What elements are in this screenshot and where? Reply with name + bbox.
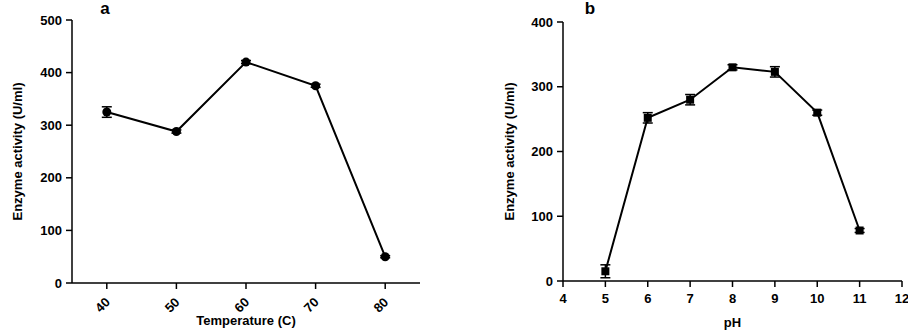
y-tick [66,72,72,74]
x-tick [901,281,903,287]
x-tick [562,281,564,287]
marker [686,96,694,104]
y-tick [66,124,72,126]
panel-title: a [100,0,110,18]
error-bar [643,113,653,123]
y-tick [66,177,72,179]
marker [381,252,390,261]
x-tick-label: 12 [895,291,908,306]
x-tick-label: 70 [301,295,322,316]
marker [729,63,737,71]
y-tick-label: 400 [40,65,62,80]
y-tick-label: 100 [531,209,553,224]
y-tick [66,19,72,21]
y-axis-label: Enzyme activity (U/ml) [502,83,517,221]
error-cap [685,104,695,106]
x-tick-label: 9 [771,291,778,306]
y-tick-label: 200 [531,144,553,159]
y-tick [557,280,563,282]
error-cap [643,122,653,124]
y-tick-label: 100 [40,223,62,238]
marker [172,127,181,136]
plot-area [600,63,864,277]
error-bar [102,107,112,118]
x-tick [245,283,247,289]
x-tick-label: 80 [370,295,391,316]
error-cap [685,94,695,96]
marker [242,58,251,67]
x-tick-label: 7 [687,291,694,306]
x-tick-label: 50 [162,295,183,316]
marker [601,267,609,275]
line [605,67,859,271]
x-tick-label: 8 [729,291,736,306]
marker [311,81,320,90]
plot-area [102,58,390,262]
error-cap [102,106,112,108]
x-tick-label: 6 [644,291,651,306]
x-tick [176,283,178,289]
y-tick [66,282,72,284]
x-tick [817,281,819,287]
x-tick [732,281,734,287]
x-tick-label: 11 [853,291,867,306]
x-tick [315,283,317,289]
y-tick-label: 300 [531,79,553,94]
y-tick-label: 500 [40,13,62,28]
y-axis [71,20,73,283]
figure: 01002003004005004050607080aTemperature (… [0,0,908,336]
y-axis-label: Enzyme activity (U/ml) [10,83,25,221]
y-tick-label: 300 [40,118,62,133]
y-tick [557,86,563,88]
x-tick [689,281,691,287]
error-cap [102,117,112,119]
error-cap [600,277,610,279]
marker [771,68,779,76]
panel: 0 100 200 300 400 4 5 6 7 8 9 10 11 12 b pH Enzyme activ… [502,0,908,330]
error-bar [600,265,610,278]
panel-title: b [585,0,595,18]
x-tick [106,283,108,289]
x-axis-label: pH [724,315,741,330]
panel: 01002003004005004050607080aTemperature (… [10,0,420,328]
line [107,62,385,257]
x-tick-label: 5 [602,291,609,306]
y-tick-label: 200 [40,170,62,185]
x-tick [384,283,386,289]
error-cap [770,76,780,78]
marker [856,226,864,234]
x-tick-label: 10 [810,291,824,306]
y-tick [557,151,563,153]
error-cap [643,112,653,114]
y-tick-label: 400 [531,15,553,30]
y-tick [557,21,563,23]
x-tick [647,281,649,287]
x-tick [859,281,861,287]
x-tick [605,281,607,287]
y-tick-label: 0 [546,274,553,289]
y-tick [557,216,563,218]
x-tick-label: 4 [559,291,567,306]
x-axis-label: Temperature (C) [196,313,295,328]
y-tick [66,230,72,232]
marker [102,108,111,117]
error-bar [770,67,780,77]
marker [644,114,652,122]
marker [813,109,821,117]
error-bar [685,95,695,105]
x-tick [774,281,776,287]
x-tick-label: 40 [92,295,113,316]
error-cap [600,264,610,266]
y-tick-label: 0 [55,276,62,291]
error-cap [770,66,780,68]
